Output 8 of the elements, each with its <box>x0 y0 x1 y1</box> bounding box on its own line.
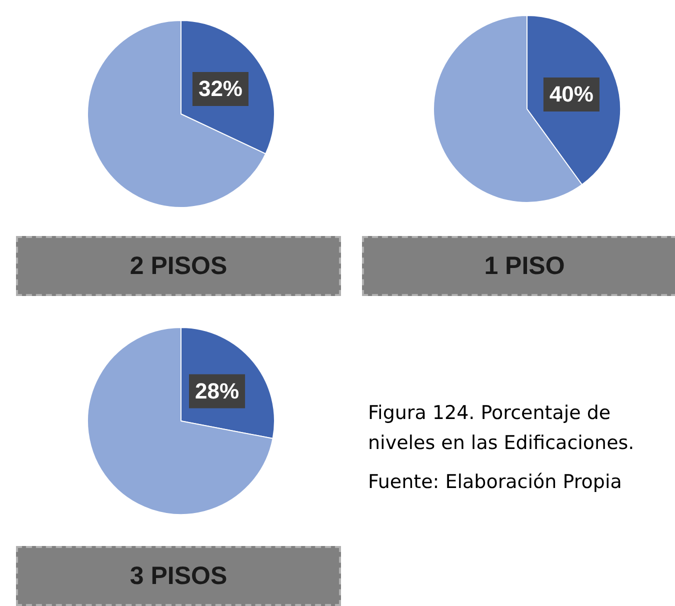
data-label: 32% <box>198 76 242 102</box>
source-note: Fuente: Elaboración Propia <box>368 470 623 495</box>
data-label: 40% <box>549 82 594 107</box>
text: Figura 124. Porcentaje de niveles en las Edificaciones. <box>368 401 636 456</box>
text: 2 PISOS <box>16 236 341 296</box>
text: 3 PISOS <box>16 546 341 606</box>
text: 1 PISO <box>362 236 675 296</box>
data-label: 28% <box>195 378 240 404</box>
